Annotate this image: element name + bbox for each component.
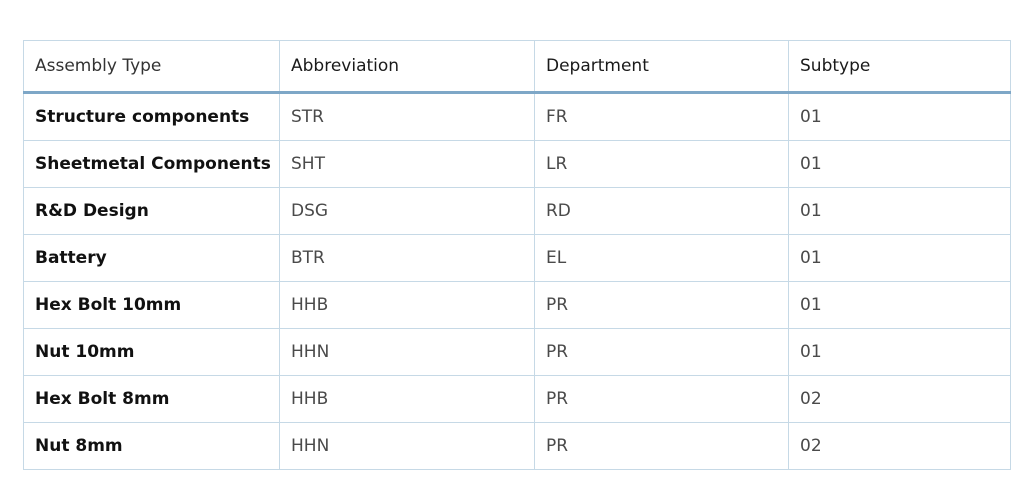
table-row: Hex Bolt 10mm HHB PR 01 — [23, 281, 1011, 329]
cell-subtype: 01 — [788, 234, 1011, 282]
cell-department: EL — [534, 234, 789, 282]
cell-abbreviation: SHT — [279, 140, 535, 188]
cell-assembly-type: Hex Bolt 8mm — [23, 375, 280, 423]
cell-abbreviation: HHN — [279, 328, 535, 376]
column-header-assembly-type: Assembly Type — [23, 40, 280, 94]
cell-subtype: 02 — [788, 375, 1011, 423]
assembly-table-container: Assembly Type Abbreviation Department Su… — [23, 40, 1011, 470]
table-body: Structure components STR FR 01 Sheetmeta… — [23, 92, 1011, 470]
column-header-abbreviation: Abbreviation — [279, 40, 535, 94]
cell-abbreviation: STR — [279, 92, 535, 141]
cell-department: FR — [534, 92, 789, 141]
table-row: Hex Bolt 8mm HHB PR 02 — [23, 375, 1011, 423]
cell-abbreviation: HHB — [279, 281, 535, 329]
cell-abbreviation: DSG — [279, 187, 535, 235]
table-row: R&D Design DSG RD 01 — [23, 187, 1011, 235]
table-header: Assembly Type Abbreviation Department Su… — [23, 40, 1011, 94]
cell-subtype: 01 — [788, 187, 1011, 235]
cell-assembly-type: Nut 8mm — [23, 422, 280, 470]
cell-department: LR — [534, 140, 789, 188]
header-row: Assembly Type Abbreviation Department Su… — [23, 40, 1011, 94]
table-row: Battery BTR EL 01 — [23, 234, 1011, 282]
column-header-subtype: Subtype — [788, 40, 1011, 94]
cell-assembly-type: Battery — [23, 234, 280, 282]
cell-department: RD — [534, 187, 789, 235]
cell-abbreviation: HHB — [279, 375, 535, 423]
table-row: Sheetmetal Components SHT LR 01 — [23, 140, 1011, 188]
cell-subtype: 01 — [788, 92, 1011, 141]
cell-subtype: 01 — [788, 328, 1011, 376]
cell-assembly-type: Nut 10mm — [23, 328, 280, 376]
cell-subtype: 01 — [788, 140, 1011, 188]
table-row: Nut 8mm HHN PR 02 — [23, 422, 1011, 470]
cell-department: PR — [534, 375, 789, 423]
cell-assembly-type: Structure components — [23, 92, 280, 141]
cell-assembly-type: R&D Design — [23, 187, 280, 235]
column-header-department: Department — [534, 40, 789, 94]
assembly-table: Assembly Type Abbreviation Department Su… — [23, 40, 1011, 470]
cell-department: PR — [534, 422, 789, 470]
cell-subtype: 01 — [788, 281, 1011, 329]
cell-abbreviation: BTR — [279, 234, 535, 282]
table-row: Structure components STR FR 01 — [23, 92, 1011, 141]
table-row: Nut 10mm HHN PR 01 — [23, 328, 1011, 376]
cell-assembly-type: Sheetmetal Components — [23, 140, 280, 188]
cell-assembly-type: Hex Bolt 10mm — [23, 281, 280, 329]
cell-subtype: 02 — [788, 422, 1011, 470]
cell-department: PR — [534, 281, 789, 329]
cell-department: PR — [534, 328, 789, 376]
cell-abbreviation: HHN — [279, 422, 535, 470]
